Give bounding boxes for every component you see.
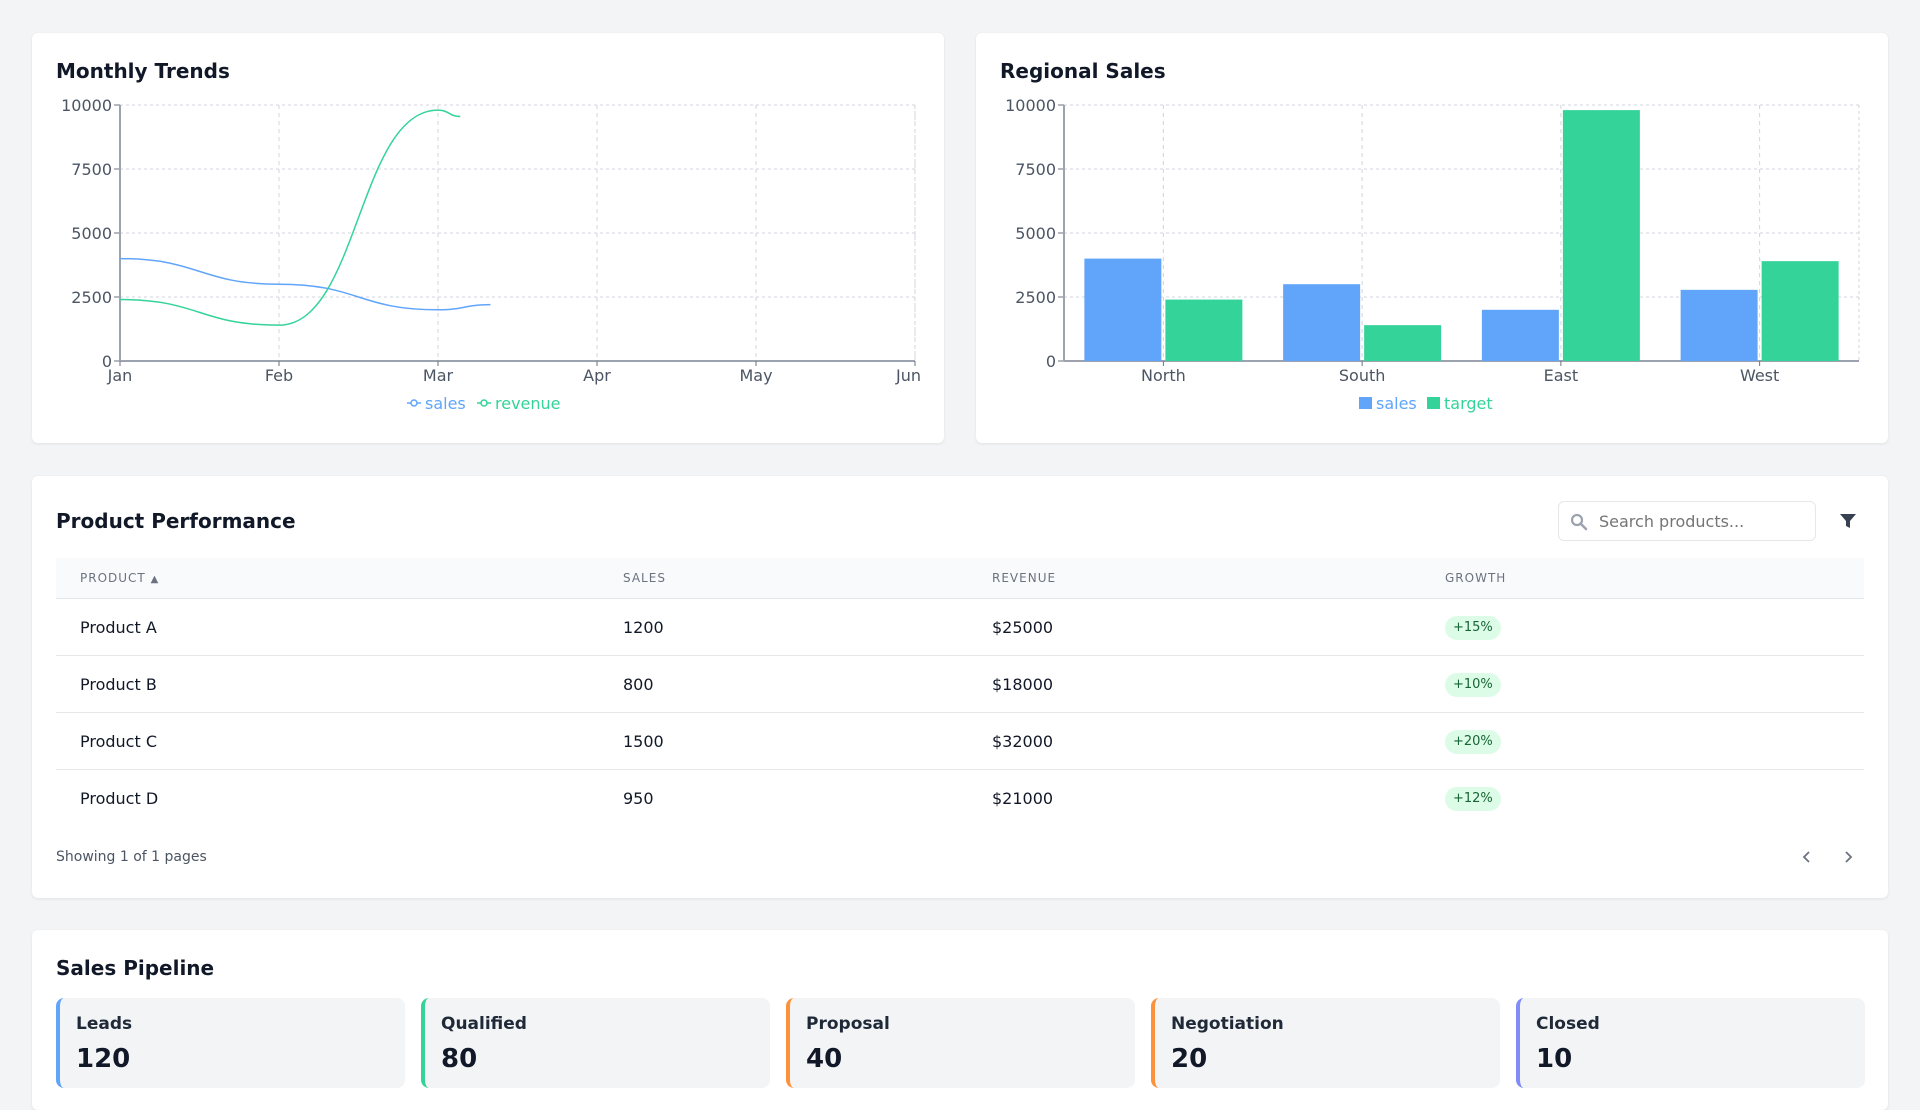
stage-label: Qualified — [441, 1014, 527, 1034]
growth-badge: +10% — [1445, 673, 1501, 697]
y-tick-label: 0 — [1046, 352, 1056, 371]
regional-sales-card: Regional Sales 0 2500 5000 7500 10000 North So… — [976, 33, 1888, 443]
chevron-left-icon[interactable] — [1800, 850, 1814, 864]
bar-target-east — [1562, 110, 1640, 362]
x-tick-label: West — [1740, 366, 1779, 385]
revenue-value: $18000 — [992, 675, 1054, 694]
sort-icon[interactable]: ▲︎ — [150, 574, 160, 585]
stage-value: 20 — [1171, 1044, 1208, 1074]
table-header — [56, 558, 1864, 598]
product-name: Product A — [80, 618, 157, 637]
bar-sales-north — [1084, 258, 1162, 361]
column-header-sales: SALES — [623, 571, 666, 585]
column-header-product[interactable]: PRODUCT ▲︎ — [80, 558, 159, 598]
y-tick-label: 5000 — [1015, 224, 1056, 243]
pipeline-stage-leads: Leads 120 — [56, 998, 405, 1088]
stage-label: Closed — [1536, 1014, 1600, 1034]
legend-label: revenue — [495, 394, 561, 413]
search-box[interactable] — [1558, 501, 1816, 541]
product-name: Product B — [80, 675, 157, 694]
legend-swatch-icon — [1359, 397, 1372, 409]
bar-chart: 0 2500 5000 7500 10000 North South East West sale… — [1005, 96, 1860, 413]
pipeline-stage-qualified: Qualified 80 — [421, 998, 770, 1088]
sales-value: 1200 — [623, 618, 664, 637]
x-tick-label: Jun — [895, 366, 921, 385]
y-tick-label: 10000 — [1005, 96, 1056, 115]
bar-sales-south — [1283, 284, 1361, 361]
stage-value: 80 — [441, 1044, 478, 1074]
product-performance-title: Product Performance — [56, 509, 296, 533]
pipeline-stage-closed: Closed 10 — [1516, 998, 1865, 1088]
product-table: PRODUCT ▲︎ SALES REVENUE GROWTH Product … — [56, 558, 1864, 826]
x-tick-label: Mar — [423, 366, 454, 385]
sales-value: 800 — [623, 675, 654, 694]
line-chart: 0 2500 5000 7500 10000 Jan Feb Mar Apr May Jun sale… — [61, 96, 921, 413]
legend-label: target — [1444, 394, 1493, 413]
sales-value: 1500 — [623, 732, 664, 751]
filter-icon[interactable] — [1839, 512, 1857, 530]
product-name: Product C — [80, 732, 158, 751]
search-input[interactable] — [1599, 510, 1799, 532]
y-tick-label: 2500 — [71, 288, 112, 307]
y-tick-label: 7500 — [71, 160, 112, 179]
stage-value: 40 — [806, 1044, 843, 1074]
sales-value: 950 — [623, 789, 654, 808]
bar-target-north — [1165, 299, 1243, 361]
table-row[interactable]: Product C 1500 $32000 +20% — [56, 712, 1864, 769]
growth-badge: +20% — [1445, 730, 1501, 754]
product-performance-card: Product Performance PRODUCT ▲︎ SALES REV… — [32, 476, 1888, 898]
growth-badge: +12% — [1445, 787, 1501, 811]
monthly-trends-title: Monthly Trends — [56, 59, 230, 83]
x-tick-label: Feb — [265, 366, 293, 385]
legend-marker-icon — [480, 399, 488, 407]
y-tick-label: 2500 — [1015, 288, 1056, 307]
pipeline-stage-proposal: Proposal 40 — [786, 998, 1135, 1088]
series-line-sales — [119, 257, 491, 311]
legend-marker-icon — [410, 399, 418, 407]
chevron-right-icon[interactable] — [1841, 850, 1855, 864]
column-label: PRODUCT — [80, 571, 146, 585]
y-tick-label: 0 — [102, 352, 112, 371]
revenue-value: $21000 — [992, 789, 1054, 808]
search-icon — [1570, 513, 1588, 531]
stage-label: Leads — [76, 1014, 133, 1034]
y-tick-label: 10000 — [61, 96, 112, 115]
sales-pipeline-card: Sales Pipeline Leads 120 Qualified 80 Prop… — [32, 930, 1888, 1110]
x-tick-label: North — [1141, 366, 1186, 385]
regional-sales-title: Regional Sales — [1000, 59, 1166, 83]
x-tick-label: May — [739, 366, 772, 385]
revenue-value: $32000 — [992, 732, 1054, 751]
monthly-trends-card: Monthly Trends 0 2500 5000 7500 10000 Jan Feb M… — [32, 33, 944, 443]
table-row[interactable]: Product B 800 $18000 +10% — [56, 655, 1864, 712]
stage-label: Proposal — [806, 1014, 890, 1034]
bar-target-west — [1761, 261, 1839, 361]
bar-sales-east — [1481, 309, 1559, 361]
table-row[interactable]: Product D 950 $21000 +12% — [56, 769, 1864, 826]
x-tick-label: Jan — [107, 366, 133, 385]
bar-target-south — [1364, 325, 1442, 361]
bar-sales-west — [1680, 289, 1758, 361]
pagination-info: Showing 1 of 1 pages — [56, 849, 207, 865]
product-name: Product D — [80, 789, 159, 808]
legend-label: sales — [1376, 394, 1417, 413]
revenue-value: $25000 — [992, 618, 1054, 637]
x-tick-label: South — [1339, 366, 1386, 385]
x-tick-label: East — [1544, 366, 1579, 385]
stage-label: Negotiation — [1171, 1014, 1284, 1034]
y-tick-label: 7500 — [1015, 160, 1056, 179]
stage-value: 120 — [76, 1044, 131, 1074]
stage-value: 10 — [1536, 1044, 1573, 1074]
growth-badge: +15% — [1445, 616, 1501, 640]
series-line-revenue — [119, 109, 461, 326]
legend-label: sales — [425, 394, 466, 413]
column-header-revenue: REVENUE — [992, 571, 1057, 585]
pipeline-stage-negotiation: Negotiation 20 — [1151, 998, 1500, 1088]
sales-pipeline-title: Sales Pipeline — [56, 956, 215, 980]
table-row[interactable]: Product A 1200 $25000 +15% — [56, 598, 1864, 655]
x-tick-label: Apr — [583, 366, 611, 385]
column-header-growth: GROWTH — [1445, 571, 1507, 585]
legend-swatch-icon — [1427, 397, 1440, 409]
y-tick-label: 5000 — [71, 224, 112, 243]
